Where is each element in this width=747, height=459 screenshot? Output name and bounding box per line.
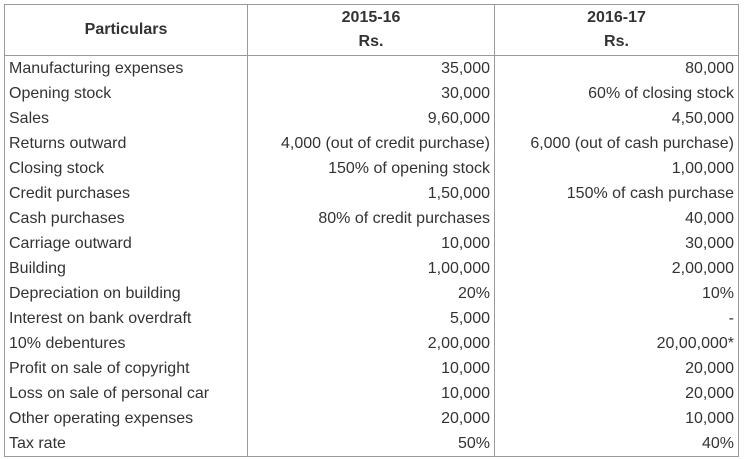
value-2016-17-cell: 1,00,000: [494, 156, 739, 181]
value-2016-17-cell: 150% of cash purchase: [494, 181, 739, 206]
year-2015-16-header: 2015-16 Rs.: [247, 4, 495, 56]
particulars-header-label: Particulars: [84, 21, 168, 38]
year-2015-16-label: 2015-16: [341, 9, 401, 26]
table-row: Loss on sale of personal car 10,000 20,000: [4, 381, 739, 406]
value-2016-17-cell: 40,000: [494, 206, 739, 231]
table-row: Cash purchases 80% of credit purchases 40,…: [4, 206, 739, 231]
value-2015-16-cell: 80% of credit purchases: [247, 206, 495, 231]
particular-cell: Other operating expenses: [4, 406, 248, 431]
particular-cell: Closing stock: [4, 156, 248, 181]
table-body: Manufacturing expenses 35,000 80,000 Openin…: [4, 55, 739, 457]
particular-cell: Depreciation on building: [4, 281, 248, 306]
value-2015-16-cell: 20,000: [247, 406, 495, 431]
year-2016-17-label: 2016-17: [587, 9, 646, 26]
value-2016-17-cell: -: [494, 306, 739, 331]
particular-cell: Returns outward: [4, 131, 248, 156]
value-2015-16-cell: 1,00,000: [247, 256, 495, 281]
value-2016-17-cell: 2,00,000: [494, 256, 739, 281]
year-2015-16-unit: Rs.: [358, 33, 384, 50]
particular-cell: Opening stock: [4, 81, 248, 106]
table-row: Depreciation on building 20% 10%: [4, 281, 739, 306]
particular-cell: Profit on sale of copyright: [4, 356, 248, 381]
table-row: Tax rate 50% 40%: [4, 431, 739, 457]
value-2016-17-cell: 40%: [494, 431, 739, 457]
table-row: Interest on bank overdraft 5,000-: [4, 306, 739, 331]
table-row: 10% debentures 2,00,000 20,00,000*: [4, 331, 739, 356]
value-2015-16-cell: 35,000: [247, 55, 495, 81]
value-2016-17-cell: 80,000: [494, 55, 739, 81]
header-row: Particulars 2015-16 Rs. 2016-17 Rs.: [4, 4, 739, 56]
particular-cell: Cash purchases: [4, 206, 248, 231]
value-2015-16-cell: 1,50,000: [247, 181, 495, 206]
particular-cell: Manufacturing expenses: [4, 55, 248, 81]
table-row: Profit on sale of copyright 10,000 20,000: [4, 356, 739, 381]
particular-cell: 10% debentures: [4, 331, 248, 356]
particular-cell: Interest on bank overdraft: [4, 306, 248, 331]
value-2016-17-cell: 20,00,000*: [494, 331, 739, 356]
value-2015-16-cell: 10,000: [247, 356, 495, 381]
value-2016-17-cell: 20,000: [494, 381, 739, 406]
value-2015-16-cell: 5,000: [247, 306, 495, 331]
table-row: Closing stock 150% of opening stock 1,00,0…: [4, 156, 739, 181]
table-row: Credit purchases 1,50,000 150% of cash pur…: [4, 181, 739, 206]
table-row: Returns outward 4,000 (out of credit purc…: [4, 131, 739, 156]
value-2015-16-cell: 20%: [247, 281, 495, 306]
table-row: Sales 9,60,000 4,50,000: [4, 106, 739, 131]
value-2016-17-cell: 10,000: [494, 406, 739, 431]
value-2015-16-cell: 50%: [247, 431, 495, 457]
table-row: Other operating expenses 20,000 10,000: [4, 406, 739, 431]
table-header: Particulars 2015-16 Rs. 2016-17 Rs.: [4, 4, 739, 56]
value-2016-17-cell: 4,50,000: [494, 106, 739, 131]
table-row: Carriage outward 10,000 30,000: [4, 231, 739, 256]
particular-cell: Building: [4, 256, 248, 281]
financial-data-table: Particulars 2015-16 Rs. 2016-17 Rs. Manu…: [4, 4, 739, 457]
value-2016-17-cell: 10%: [494, 281, 739, 306]
particular-cell: Tax rate: [4, 431, 248, 457]
particulars-header: Particulars: [4, 4, 248, 56]
particular-cell: Carriage outward: [4, 231, 248, 256]
value-2016-17-cell: 6,000 (out of cash purchase): [494, 131, 739, 156]
particular-cell: Sales: [4, 106, 248, 131]
value-2015-16-cell: 10,000: [247, 381, 495, 406]
particular-cell: Credit purchases: [4, 181, 248, 206]
table-row: Manufacturing expenses 35,000 80,000: [4, 55, 739, 81]
value-2016-17-cell: 30,000: [494, 231, 739, 256]
year-2016-17-header: 2016-17 Rs.: [494, 4, 739, 56]
particular-cell: Loss on sale of personal car: [4, 381, 248, 406]
value-2015-16-cell: 150% of opening stock: [247, 156, 495, 181]
year-2016-17-unit: Rs.: [604, 33, 629, 50]
table-row: Opening stock 30,000 60% of closing stock: [4, 81, 739, 106]
table-row: Building 1,00,000 2,00,000: [4, 256, 739, 281]
value-2015-16-cell: 30,000: [247, 81, 495, 106]
value-2015-16-cell: 10,000: [247, 231, 495, 256]
value-2015-16-cell: 9,60,000: [247, 106, 495, 131]
value-2016-17-cell: 20,000: [494, 356, 739, 381]
value-2016-17-cell: 60% of closing stock: [494, 81, 739, 106]
value-2015-16-cell: 4,000 (out of credit purchase): [247, 131, 495, 156]
value-2015-16-cell: 2,00,000: [247, 331, 495, 356]
